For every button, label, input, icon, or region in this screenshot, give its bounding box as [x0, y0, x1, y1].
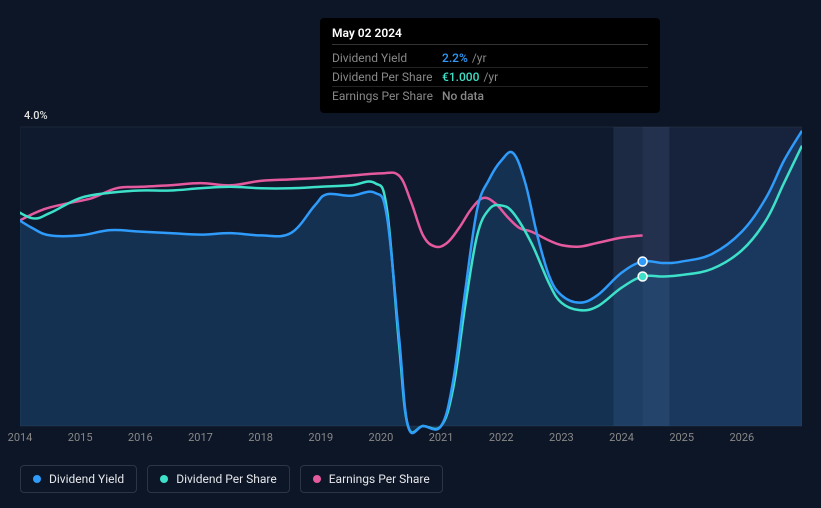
x-axis-label: 2022 [489, 431, 514, 444]
x-axis-label: 2017 [188, 431, 213, 444]
x-axis-label: 2024 [609, 431, 634, 444]
x-axis-label: 2014 [8, 431, 33, 444]
x-axis-labels: 2014201520162017201820192020202120222023… [20, 431, 802, 447]
tooltip-row: Dividend Yield2.2% /yr [332, 49, 648, 68]
x-axis-label: 2019 [308, 431, 333, 444]
legend-dot-icon [313, 475, 321, 483]
legend-label: Dividend Yield [49, 472, 124, 486]
hover-tooltip: May 02 2024 Dividend Yield2.2%/yrDividen… [320, 18, 660, 113]
x-axis-label: 2023 [549, 431, 574, 444]
x-axis-label: 2016 [128, 431, 153, 444]
legend-dot-icon [33, 475, 41, 483]
tooltip-row-suffix: /yr [472, 51, 487, 65]
chart-area[interactable] [20, 105, 802, 445]
tooltip-row-value: 2.2% [442, 51, 468, 65]
end-marker [638, 257, 647, 266]
tooltip-row-label: Dividend Yield [332, 51, 442, 65]
tooltip-row-suffix: /yr [483, 70, 498, 84]
tooltip-row-value: €1.000 [442, 70, 479, 84]
end-marker [638, 272, 647, 281]
x-axis-label: 2021 [429, 431, 454, 444]
legend: Dividend Yield Dividend Per Share Earnings… [20, 465, 443, 493]
x-axis-label: 2018 [248, 431, 273, 444]
legend-dot-icon [160, 475, 168, 483]
legend-label: Earnings Per Share [329, 472, 430, 486]
legend-item-dividend_yield[interactable]: Dividend Yield [20, 465, 137, 493]
tooltip-row: Dividend Per Share€1.000/yr [332, 68, 648, 87]
x-axis-label: 2025 [669, 431, 694, 444]
tooltip-row-label: Dividend Per Share [332, 70, 442, 84]
tooltip-row: Earnings Per ShareNo data [332, 87, 648, 105]
legend-item-earnings_per_share[interactable]: Earnings Per Share [300, 465, 443, 493]
chart-svg [20, 105, 802, 445]
legend-item-dividend_per_share[interactable]: Dividend Per Share [147, 465, 290, 493]
tooltip-date: May 02 2024 [332, 26, 648, 45]
tooltip-row-label: Earnings Per Share [332, 89, 442, 103]
legend-label: Dividend Per Share [176, 472, 277, 486]
x-axis-label: 2026 [729, 431, 754, 444]
x-axis-label: 2020 [369, 431, 394, 444]
tooltip-row-value: No data [442, 89, 484, 103]
x-axis-label: 2015 [68, 431, 93, 444]
